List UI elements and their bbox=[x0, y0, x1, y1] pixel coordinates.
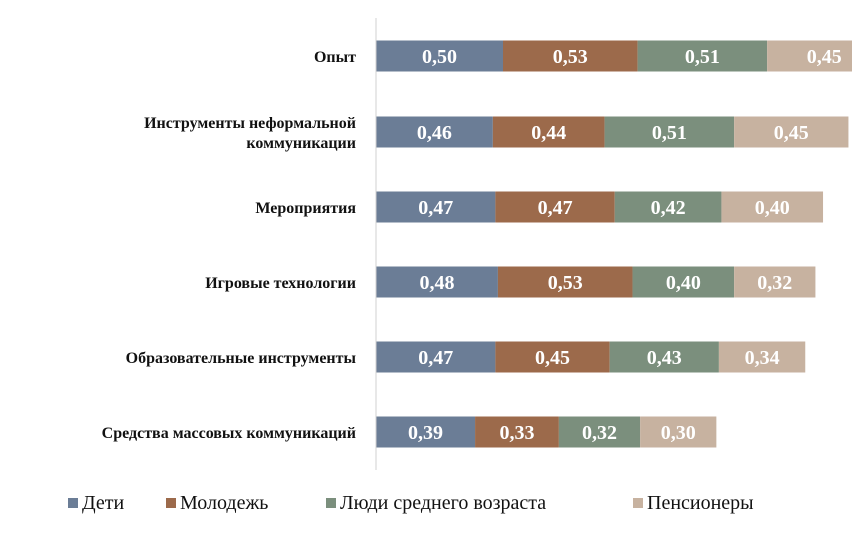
legend-swatch bbox=[633, 498, 643, 508]
bar-segment bbox=[503, 40, 638, 72]
bar-segment bbox=[637, 40, 768, 72]
data-label: 0,44 bbox=[531, 122, 566, 144]
bar-segment bbox=[558, 416, 641, 448]
bar-segment bbox=[475, 416, 559, 448]
category-label: Опыт bbox=[314, 49, 356, 66]
legend-label: Дети bbox=[82, 492, 125, 514]
category-labels: Опыт Инструменты неформальной коммуникации… bbox=[102, 49, 357, 442]
data-label: 0,43 bbox=[647, 347, 682, 369]
data-label: 0,51 bbox=[652, 122, 687, 144]
legend-swatch bbox=[326, 498, 336, 508]
data-label: 0,45 bbox=[807, 46, 842, 68]
bar-segment bbox=[376, 266, 498, 298]
bar-segment bbox=[376, 40, 503, 72]
data-label: 0,40 bbox=[755, 197, 790, 219]
category-label: Инструменты неформальной коммуникации bbox=[144, 115, 356, 152]
category-label: Образовательные инструменты bbox=[126, 350, 357, 367]
data-label: 0,34 bbox=[745, 347, 780, 369]
category-label: Средства массовых коммуникаций bbox=[102, 425, 356, 442]
bars-layer: 0,50 0,53 0,51 0,45 0,46 0,44 0,51 0,45 0,47 0,47… bbox=[376, 40, 852, 448]
bar-segment bbox=[497, 266, 633, 298]
bar-segment bbox=[640, 416, 717, 448]
legend: Дети Молодежь Люди среднего возраста Пенсио… bbox=[68, 492, 754, 514]
bar-segment bbox=[376, 416, 476, 448]
category-label: Мероприятия bbox=[255, 200, 356, 217]
bar-segment bbox=[492, 116, 605, 148]
bar-segment bbox=[632, 266, 735, 298]
bar-segment bbox=[495, 341, 610, 373]
data-label: 0,30 bbox=[661, 422, 696, 444]
bar-segment bbox=[718, 341, 806, 373]
data-label: 0,32 bbox=[582, 422, 617, 444]
category-label: Игровые технологии bbox=[205, 275, 356, 292]
bar-segment bbox=[376, 116, 493, 148]
data-label: 0,47 bbox=[418, 197, 453, 219]
legend-label: Молодежь bbox=[180, 492, 268, 514]
data-label: 0,40 bbox=[666, 272, 701, 294]
data-label: 0,33 bbox=[499, 422, 534, 444]
bar-segment bbox=[734, 116, 849, 148]
bar-segment bbox=[604, 116, 735, 148]
bar-segment bbox=[609, 341, 719, 373]
bar-segment bbox=[376, 191, 496, 223]
data-label: 0,48 bbox=[419, 272, 454, 294]
data-label: 0,32 bbox=[757, 272, 792, 294]
legend-label: Люди среднего возраста bbox=[340, 492, 546, 514]
bar-segment bbox=[376, 341, 496, 373]
data-label: 0,47 bbox=[418, 347, 453, 369]
data-label: 0,53 bbox=[548, 272, 583, 294]
data-label: 0,53 bbox=[553, 46, 588, 68]
data-label: 0,39 bbox=[408, 422, 443, 444]
data-label: 0,42 bbox=[651, 197, 686, 219]
bar-segment bbox=[721, 191, 824, 223]
data-label: 0,50 bbox=[422, 46, 457, 68]
bar-segment bbox=[614, 191, 722, 223]
data-label: 0,46 bbox=[417, 122, 452, 144]
bar-segment bbox=[495, 191, 615, 223]
legend-label: Пенсионеры bbox=[647, 492, 754, 514]
data-label: 0,51 bbox=[685, 46, 720, 68]
bar-segment bbox=[767, 40, 852, 72]
data-label: 0,45 bbox=[535, 347, 570, 369]
legend-swatch bbox=[68, 498, 78, 508]
data-label: 0,47 bbox=[538, 197, 573, 219]
bar-segment bbox=[734, 266, 816, 298]
legend-swatch bbox=[166, 498, 176, 508]
data-label: 0,45 bbox=[774, 122, 809, 144]
